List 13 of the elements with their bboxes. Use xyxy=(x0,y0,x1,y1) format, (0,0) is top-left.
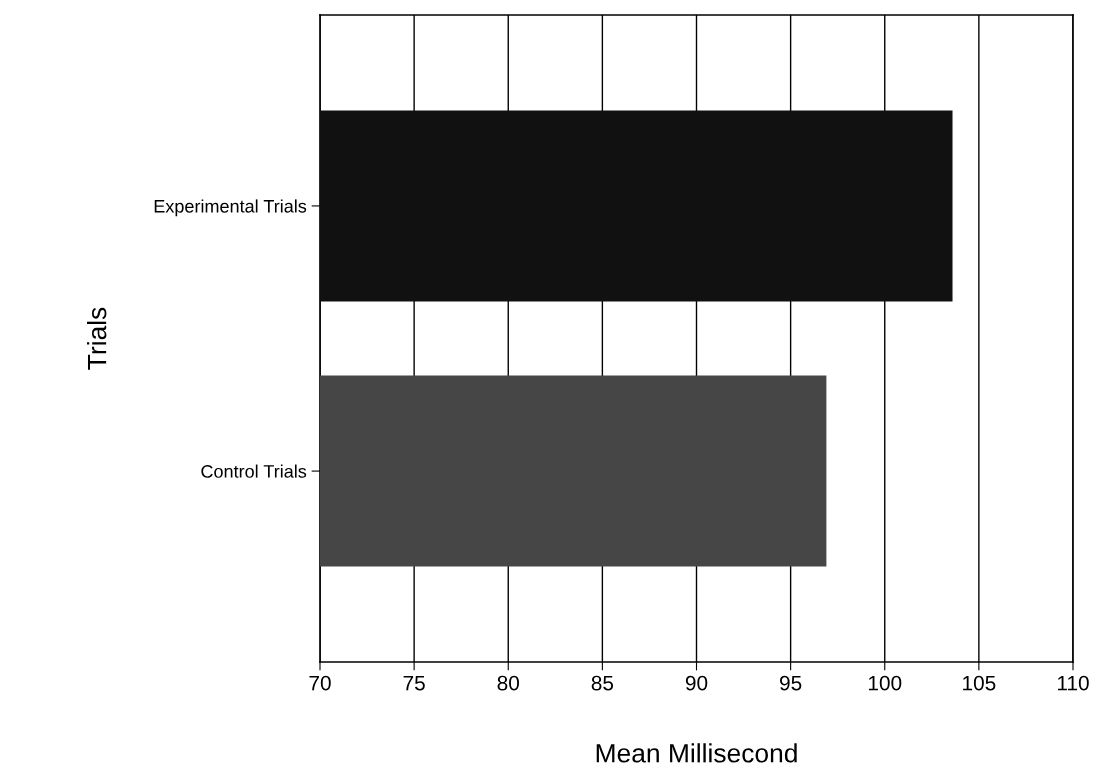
y-tick-label: Control Trials xyxy=(201,464,307,478)
x-tick-label: 75 xyxy=(403,675,425,691)
x-tick-label: 95 xyxy=(780,675,802,691)
x-tick-label: 70 xyxy=(309,675,331,691)
x-tick-label: 85 xyxy=(591,675,614,691)
y-tick-label: Experimental Trials xyxy=(154,199,307,217)
x-tick-label: 90 xyxy=(685,675,708,691)
x-tick-label: 100 xyxy=(868,675,902,691)
x-tick-label: 80 xyxy=(497,675,520,691)
x-tick-label: 110 xyxy=(1057,675,1089,691)
y-axis-title: Trials xyxy=(87,307,107,370)
x-axis-title: Mean Millisecond xyxy=(596,743,797,763)
x-tick-label: 105 xyxy=(963,675,996,691)
